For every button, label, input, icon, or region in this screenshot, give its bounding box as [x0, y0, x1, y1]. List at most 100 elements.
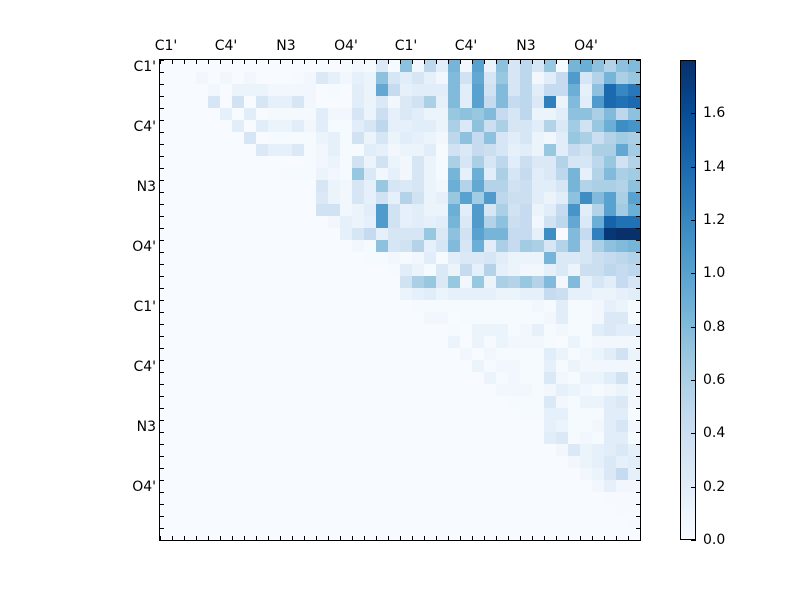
heatmap-cell — [268, 84, 280, 96]
colorbar-tick — [691, 220, 696, 221]
heatmap-cell — [604, 216, 616, 228]
heatmap-cell — [352, 324, 364, 336]
heatmap-cell — [580, 72, 592, 84]
heatmap-cell — [340, 444, 352, 456]
heatmap-cell — [412, 180, 424, 192]
heatmap-cell — [604, 204, 616, 216]
heatmap-cell — [208, 144, 220, 156]
axis-tick — [556, 60, 557, 64]
heatmap-cell — [496, 252, 508, 264]
heatmap-cell — [616, 120, 628, 132]
heatmap-cell — [388, 432, 400, 444]
heatmap-cell — [544, 432, 556, 444]
heatmap-cell — [352, 216, 364, 228]
heatmap-cell — [436, 456, 448, 468]
heatmap-cell — [172, 144, 184, 156]
heatmap-cell — [196, 444, 208, 456]
heatmap-cell — [160, 360, 172, 372]
heatmap-cell — [340, 456, 352, 468]
axis-tick — [636, 264, 640, 265]
heatmap-cell — [388, 336, 400, 348]
heatmap-cell — [292, 492, 304, 504]
axis-tick — [160, 468, 164, 469]
heatmap-cell — [520, 72, 532, 84]
axis-tick — [160, 372, 164, 373]
heatmap-cell — [208, 492, 220, 504]
heatmap-cell — [424, 132, 436, 144]
axis-tick — [160, 180, 164, 181]
heatmap-cell — [220, 300, 232, 312]
heatmap-cell — [460, 96, 472, 108]
axis-tick — [352, 60, 353, 64]
heatmap-cell — [184, 372, 196, 384]
heatmap-cell — [160, 288, 172, 300]
heatmap-cell — [292, 216, 304, 228]
heatmap-cell — [496, 144, 508, 156]
heatmap-cell — [628, 288, 640, 300]
heatmap-cell — [472, 72, 484, 84]
heatmap-cell — [580, 252, 592, 264]
heatmap-cell — [568, 120, 580, 132]
heatmap-cell — [172, 420, 184, 432]
heatmap-cell — [352, 156, 364, 168]
heatmap-cell — [604, 492, 616, 504]
heatmap-cell — [364, 516, 376, 528]
heatmap-cell — [532, 108, 544, 120]
heatmap-cell — [580, 108, 592, 120]
heatmap-cell — [568, 444, 580, 456]
heatmap-cell — [628, 396, 640, 408]
heatmap-cell — [232, 348, 244, 360]
heatmap-cell — [472, 144, 484, 156]
heatmap-cell — [328, 288, 340, 300]
axis-tick — [304, 60, 305, 64]
heatmap-cell — [472, 228, 484, 240]
heatmap-cell — [364, 480, 376, 492]
axis-tick — [472, 536, 473, 540]
heatmap-cell — [220, 312, 232, 324]
heatmap-cell — [532, 444, 544, 456]
axis-tick — [636, 324, 640, 325]
heatmap-cell — [400, 312, 412, 324]
heatmap-cell — [436, 144, 448, 156]
heatmap-cell — [172, 96, 184, 108]
heatmap-cell — [460, 156, 472, 168]
heatmap-cell — [208, 132, 220, 144]
heatmap-cell — [172, 204, 184, 216]
heatmap-cell — [376, 132, 388, 144]
heatmap-cell — [580, 192, 592, 204]
heatmap-cell — [292, 240, 304, 252]
heatmap-cell — [484, 480, 496, 492]
heatmap-cell — [184, 408, 196, 420]
heatmap-cell — [328, 240, 340, 252]
heatmap-cell — [292, 360, 304, 372]
heatmap-cell — [208, 348, 220, 360]
heatmap-cell — [172, 108, 184, 120]
heatmap-cell — [508, 396, 520, 408]
heatmap-cell — [376, 528, 388, 540]
heatmap-cell — [592, 468, 604, 480]
heatmap-cell — [208, 336, 220, 348]
heatmap-cell — [220, 132, 232, 144]
heatmap-cell — [460, 300, 472, 312]
heatmap-cell — [292, 276, 304, 288]
heatmap-cell — [580, 132, 592, 144]
heatmap-cell — [184, 264, 196, 276]
heatmap-cell — [424, 384, 436, 396]
heatmap-cell — [436, 252, 448, 264]
heatmap-cell — [616, 492, 628, 504]
heatmap-cell — [292, 120, 304, 132]
heatmap-cell — [436, 336, 448, 348]
heatmap-cell — [556, 204, 568, 216]
heatmap-cell — [568, 312, 580, 324]
heatmap-cell — [172, 504, 184, 516]
heatmap-cell — [520, 288, 532, 300]
heatmap-cell — [592, 492, 604, 504]
heatmap-cell — [220, 144, 232, 156]
heatmap-cell — [508, 528, 520, 540]
heatmap-cell — [340, 312, 352, 324]
heatmap-cell — [556, 420, 568, 432]
heatmap-cell — [556, 468, 568, 480]
heatmap-cell — [304, 480, 316, 492]
axis-tick — [160, 312, 164, 313]
heatmap-cell — [532, 216, 544, 228]
